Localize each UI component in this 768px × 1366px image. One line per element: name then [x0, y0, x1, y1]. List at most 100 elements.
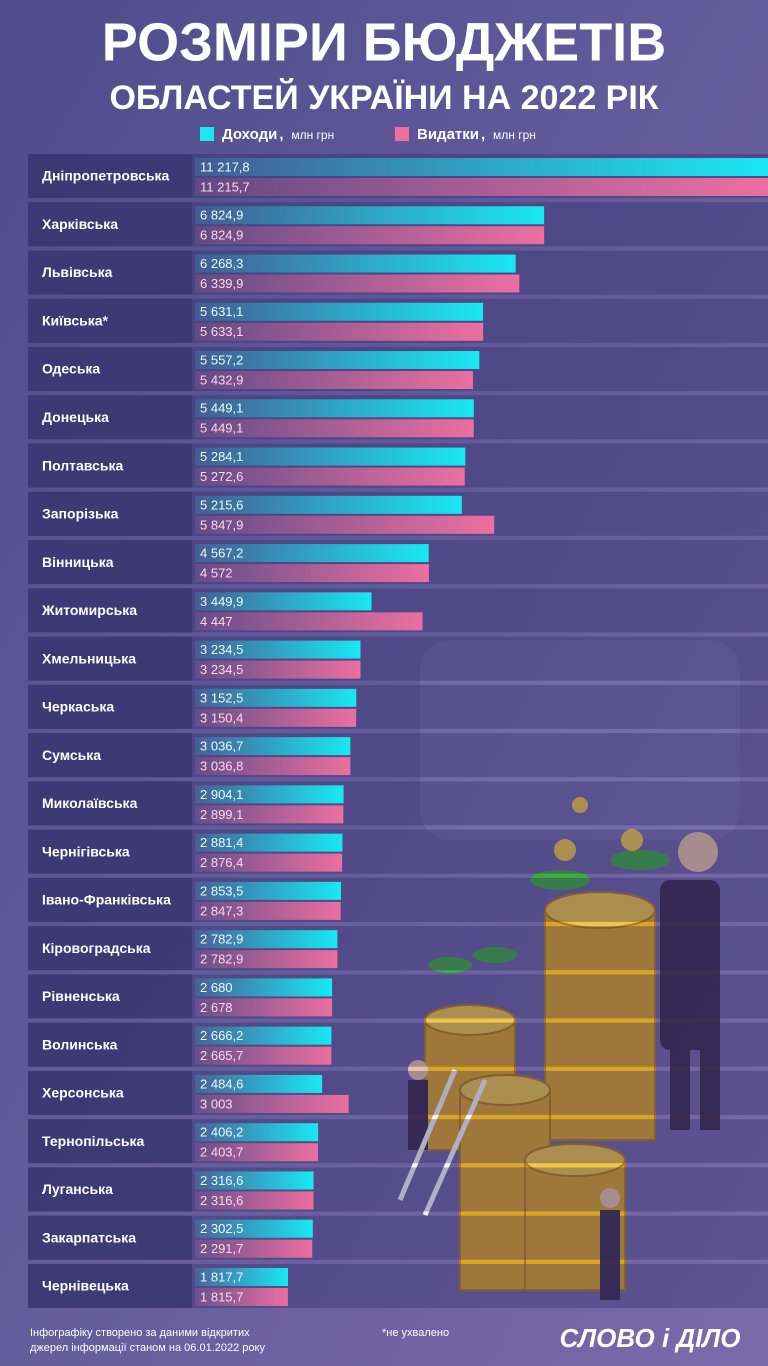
bar — [195, 399, 474, 418]
bar — [195, 1026, 332, 1045]
bar — [195, 206, 545, 225]
bar — [195, 1123, 319, 1142]
label-box — [28, 829, 192, 874]
bar — [195, 1219, 313, 1238]
value-label: 5 272,6 — [200, 469, 243, 484]
label-box — [28, 1119, 192, 1164]
bar — [195, 158, 768, 176]
value-label: 6 268,3 — [200, 256, 243, 271]
label-box — [28, 733, 192, 778]
bar — [195, 1191, 314, 1210]
bar — [195, 447, 466, 466]
bar — [195, 495, 462, 514]
category-label: Чернівецька — [42, 1278, 129, 1294]
label-box — [28, 395, 192, 440]
bar — [195, 737, 351, 756]
label-box — [28, 1263, 192, 1308]
value-label: 4 447 — [200, 614, 233, 629]
bar — [195, 640, 361, 659]
value-label: 6 339,9 — [200, 276, 243, 291]
label-box — [28, 250, 192, 295]
bar — [195, 302, 484, 321]
label-box — [28, 636, 192, 681]
category-label: Одеська — [42, 361, 100, 377]
label-box — [28, 1022, 192, 1067]
bar — [195, 1171, 314, 1190]
legend-label: Доходи — [222, 126, 277, 143]
bar — [195, 881, 341, 900]
category-label: Рівненська — [42, 988, 120, 1004]
label-box — [28, 684, 192, 729]
value-label: 6 824,9 — [200, 228, 243, 243]
label-box — [28, 877, 192, 922]
label-box — [28, 1167, 192, 1212]
legend-unit: млн грн — [291, 128, 334, 142]
value-label: 11 217,8 — [200, 159, 250, 174]
label-box — [28, 202, 192, 247]
value-label: 4 572 — [200, 566, 233, 581]
legend-sep: , — [279, 126, 283, 143]
bar — [195, 1239, 313, 1258]
logo: СЛОВО і ДІЛО — [560, 1323, 741, 1353]
value-label: 5 284,1 — [200, 449, 243, 464]
category-label: Кіровоградська — [42, 940, 151, 956]
value-label: 2 316,6 — [200, 1173, 243, 1188]
footnote: *не ухвалено — [382, 1327, 449, 1339]
value-label: 5 633,1 — [200, 324, 243, 339]
legend-label: Видатки — [417, 126, 479, 143]
category-label: Вінницька — [42, 554, 114, 570]
bar — [195, 515, 495, 534]
category-label: Волинська — [42, 1036, 118, 1052]
value-label: 3 036,8 — [200, 759, 243, 774]
bar — [195, 1074, 323, 1093]
value-label: 2 665,7 — [200, 1048, 243, 1063]
bar — [195, 592, 372, 611]
bar — [195, 1143, 318, 1162]
legend-sep: , — [481, 126, 485, 143]
value-label: 4 567,2 — [200, 546, 243, 561]
illustration — [397, 640, 740, 1300]
value-label: 2 406,2 — [200, 1125, 243, 1140]
category-label: Київська* — [42, 312, 109, 328]
category-label: Чернігівська — [42, 843, 130, 859]
value-label: 5 449,1 — [200, 401, 243, 416]
value-label: 3 152,5 — [200, 690, 243, 705]
value-label: 5 631,1 — [200, 304, 243, 319]
source: Інфографіку створено за даними відкритих — [30, 1327, 250, 1339]
value-label: 2 782,9 — [200, 952, 243, 967]
bar — [195, 688, 357, 707]
value-label: 5 215,6 — [200, 497, 243, 512]
bar — [195, 833, 343, 852]
bar — [195, 660, 361, 679]
value-label: 2 666,2 — [200, 1028, 243, 1043]
value-label: 2 853,5 — [200, 883, 243, 898]
value-label: 2 881,4 — [200, 835, 243, 850]
bar — [195, 1094, 349, 1113]
value-label: 2 847,3 — [200, 903, 243, 918]
category-label: Хмельницька — [42, 650, 136, 666]
label-box — [28, 974, 192, 1019]
category-label: Закарпатська — [42, 1229, 136, 1245]
bar — [195, 544, 429, 563]
subtitle: ОБЛАСТЕЙ УКРАЇНИ НА 2022 РІК — [109, 78, 658, 117]
value-label: 2 680 — [200, 980, 233, 995]
category-label: Тернопільська — [42, 1133, 144, 1149]
bar — [195, 998, 333, 1017]
value-label: 3 449,9 — [200, 594, 243, 609]
label-box — [28, 540, 192, 585]
bar — [195, 274, 520, 293]
label-box — [28, 588, 192, 633]
bar — [195, 419, 474, 438]
category-label: Полтавська — [42, 457, 123, 473]
value-label: 5 449,1 — [200, 421, 243, 436]
bar — [195, 708, 357, 727]
value-label: 2 403,7 — [200, 1145, 243, 1160]
bar — [195, 1267, 288, 1286]
bar — [195, 322, 484, 341]
bar — [195, 930, 338, 949]
value-label: 3 150,4 — [200, 710, 243, 725]
value-label: 2 316,6 — [200, 1193, 243, 1208]
label-box — [28, 347, 192, 392]
value-label: 3 036,7 — [200, 739, 243, 754]
